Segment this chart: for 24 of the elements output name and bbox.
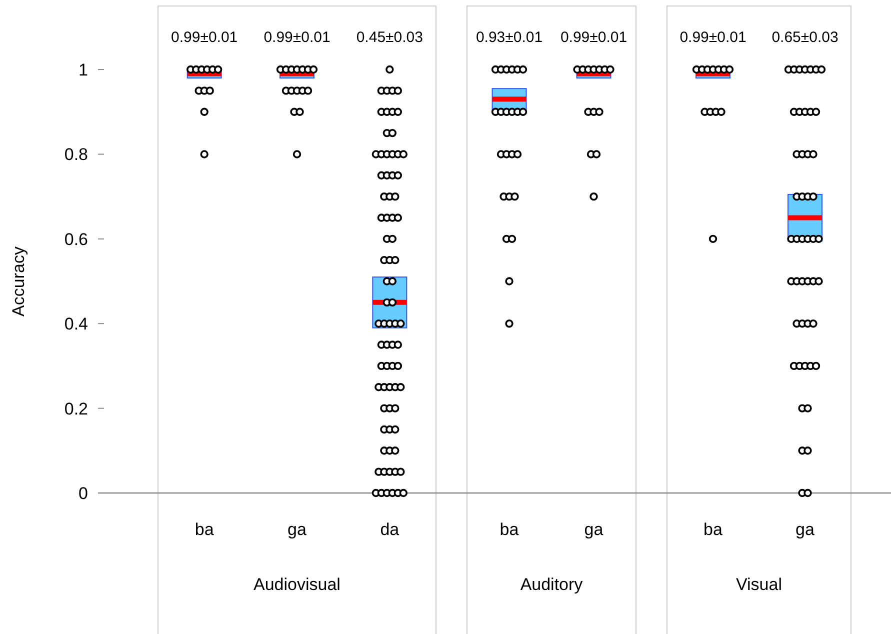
y-tick-label: 1: [78, 60, 88, 80]
y-tick-label: 0: [78, 484, 88, 503]
x-axis-title: Auditory: [520, 575, 584, 594]
annotation: 0.93±0.01: [476, 29, 543, 46]
annotation: 0.65±0.03: [772, 29, 838, 46]
y-tick-label: 0.4: [64, 314, 88, 334]
annotation: 0.99±0.01: [680, 29, 746, 46]
x-tick-label: ba: [500, 520, 520, 539]
x-tick-label: ga: [288, 520, 307, 539]
x-tick-label: ba: [194, 520, 214, 539]
x-axis-title: Visual: [736, 575, 782, 594]
y-axis-title: Accuracy: [9, 246, 28, 316]
y-tick-label: 0.2: [64, 399, 88, 418]
x-tick-label: ga: [796, 520, 815, 539]
x-tick-label: da: [380, 520, 400, 539]
x-tick-label: ga: [584, 520, 604, 539]
y-tick-label: 0.6: [64, 230, 88, 249]
x-tick-label: ba: [704, 520, 723, 539]
x-axis-title: Audiovisual: [254, 575, 340, 594]
annotation: 0.99±0.01: [264, 29, 330, 46]
annotation: 0.99±0.01: [560, 29, 628, 46]
annotation: 0.99±0.01: [171, 29, 238, 46]
annotation: 0.45±0.03: [356, 29, 423, 46]
y-tick-label: 0.8: [64, 145, 88, 164]
